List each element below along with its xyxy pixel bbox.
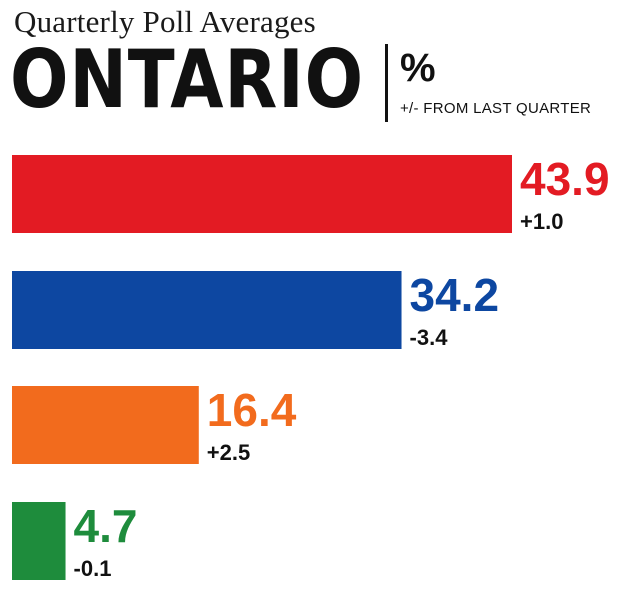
bar-1	[12, 271, 402, 349]
unit-label: %	[400, 46, 436, 90]
bar-group-1: 34.2 -3.4	[12, 269, 499, 350]
bar-change-label-1: -3.4	[410, 325, 449, 350]
bar-3	[12, 502, 66, 580]
bar-change-label-0: +1.0	[520, 209, 563, 234]
header-divider	[385, 44, 388, 122]
bar-group-3: 4.7 -0.1	[12, 500, 137, 581]
region-title: ONTARIO	[10, 33, 364, 126]
chart-subtitle: Quarterly Poll Averages	[14, 4, 316, 39]
bar-value-label-1: 34.2	[410, 269, 500, 321]
bar-value-label-3: 4.7	[74, 500, 138, 552]
bar-2	[12, 386, 199, 464]
bar-change-label-2: +2.5	[207, 440, 250, 465]
bar-group-2: 16.4 +2.5	[12, 384, 297, 465]
bar-value-label-0: 43.9	[520, 153, 610, 205]
bar-change-label-3: -0.1	[74, 556, 112, 581]
bar-value-label-2: 16.4	[207, 384, 297, 436]
bar-0	[12, 155, 512, 233]
bar-group-0: 43.9 +1.0	[12, 153, 610, 234]
change-note: +/- FROM LAST QUARTER	[400, 100, 592, 117]
